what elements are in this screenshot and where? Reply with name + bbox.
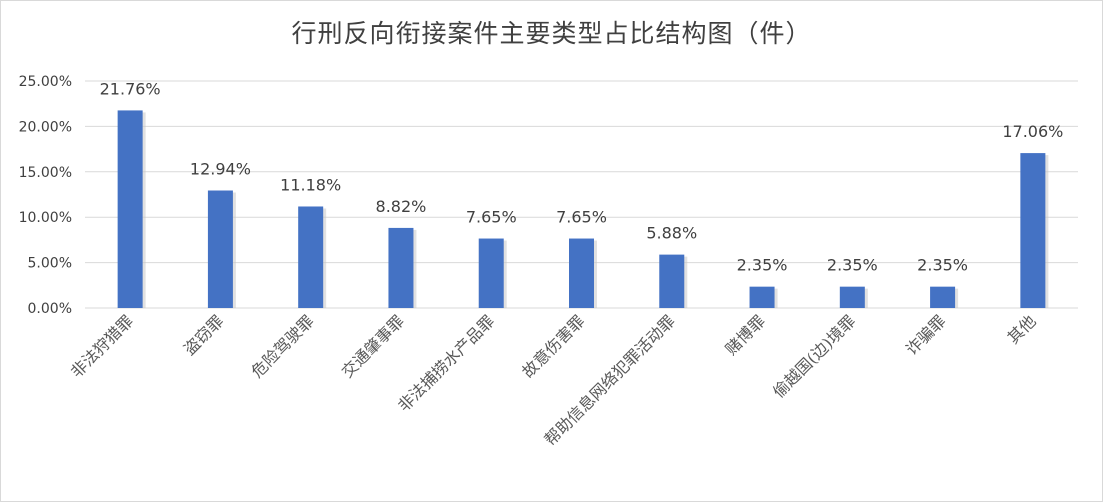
data-label: 5.88% bbox=[646, 224, 697, 243]
x-tick-label: 危险驾驶罪 bbox=[247, 311, 317, 381]
x-tick-label: 盗窃罪 bbox=[180, 311, 227, 358]
bar bbox=[478, 238, 504, 308]
data-label: 11.18% bbox=[280, 175, 341, 194]
bar bbox=[117, 110, 143, 309]
x-tick-label: 诈骗罪 bbox=[902, 311, 949, 358]
bars bbox=[117, 110, 1049, 309]
bar bbox=[298, 206, 324, 308]
y-tick-label: 10.00% bbox=[19, 210, 72, 226]
data-label: 12.94% bbox=[190, 160, 251, 179]
bar bbox=[930, 286, 956, 308]
data-label: 2.35% bbox=[737, 256, 788, 275]
chart-title: 行刑反向衔接案件主要类型占比结构图（件） bbox=[291, 19, 812, 48]
x-tick-label: 非法捕捞水产品罪 bbox=[394, 311, 498, 415]
data-label: 17.06% bbox=[1002, 122, 1063, 141]
data-labels: 21.76% 12.94% 11.18% 8.82% 7.65% 7.65% 5.88% 2.… bbox=[100, 79, 1064, 274]
x-tick-label: 非法狩猎罪 bbox=[67, 311, 137, 381]
bar bbox=[1020, 153, 1046, 308]
data-label: 8.82% bbox=[376, 197, 427, 216]
data-label: 2.35% bbox=[827, 256, 878, 275]
x-tick-label: 其他 bbox=[1004, 311, 1040, 347]
y-tick-label: 20.00% bbox=[19, 119, 72, 135]
bar bbox=[659, 254, 685, 308]
data-label: 7.65% bbox=[466, 208, 517, 227]
x-tick-label: 偷越国(边)境罪 bbox=[769, 311, 859, 401]
data-label: 21.76% bbox=[100, 79, 161, 98]
y-tick-label: 25.00% bbox=[19, 74, 72, 90]
y-axis-tick-labels: 0.00% 5.00% 10.00% 15.00% 20.00% 25.00% bbox=[19, 74, 72, 317]
y-tick-label: 15.00% bbox=[19, 165, 72, 181]
x-tick-label: 交通肇事罪 bbox=[338, 311, 408, 381]
bar bbox=[569, 238, 594, 308]
bar bbox=[839, 286, 865, 308]
y-tick-label: 5.00% bbox=[28, 256, 72, 272]
bar bbox=[207, 190, 233, 308]
data-label: 2.35% bbox=[917, 256, 968, 275]
y-tick-label: 0.00% bbox=[28, 301, 72, 317]
x-tick-label: 赌博罪 bbox=[721, 311, 768, 358]
data-label: 7.65% bbox=[556, 208, 607, 227]
bar bbox=[388, 227, 414, 308]
x-tick-label: 故意伤害罪 bbox=[518, 311, 588, 381]
bar bbox=[749, 286, 775, 308]
